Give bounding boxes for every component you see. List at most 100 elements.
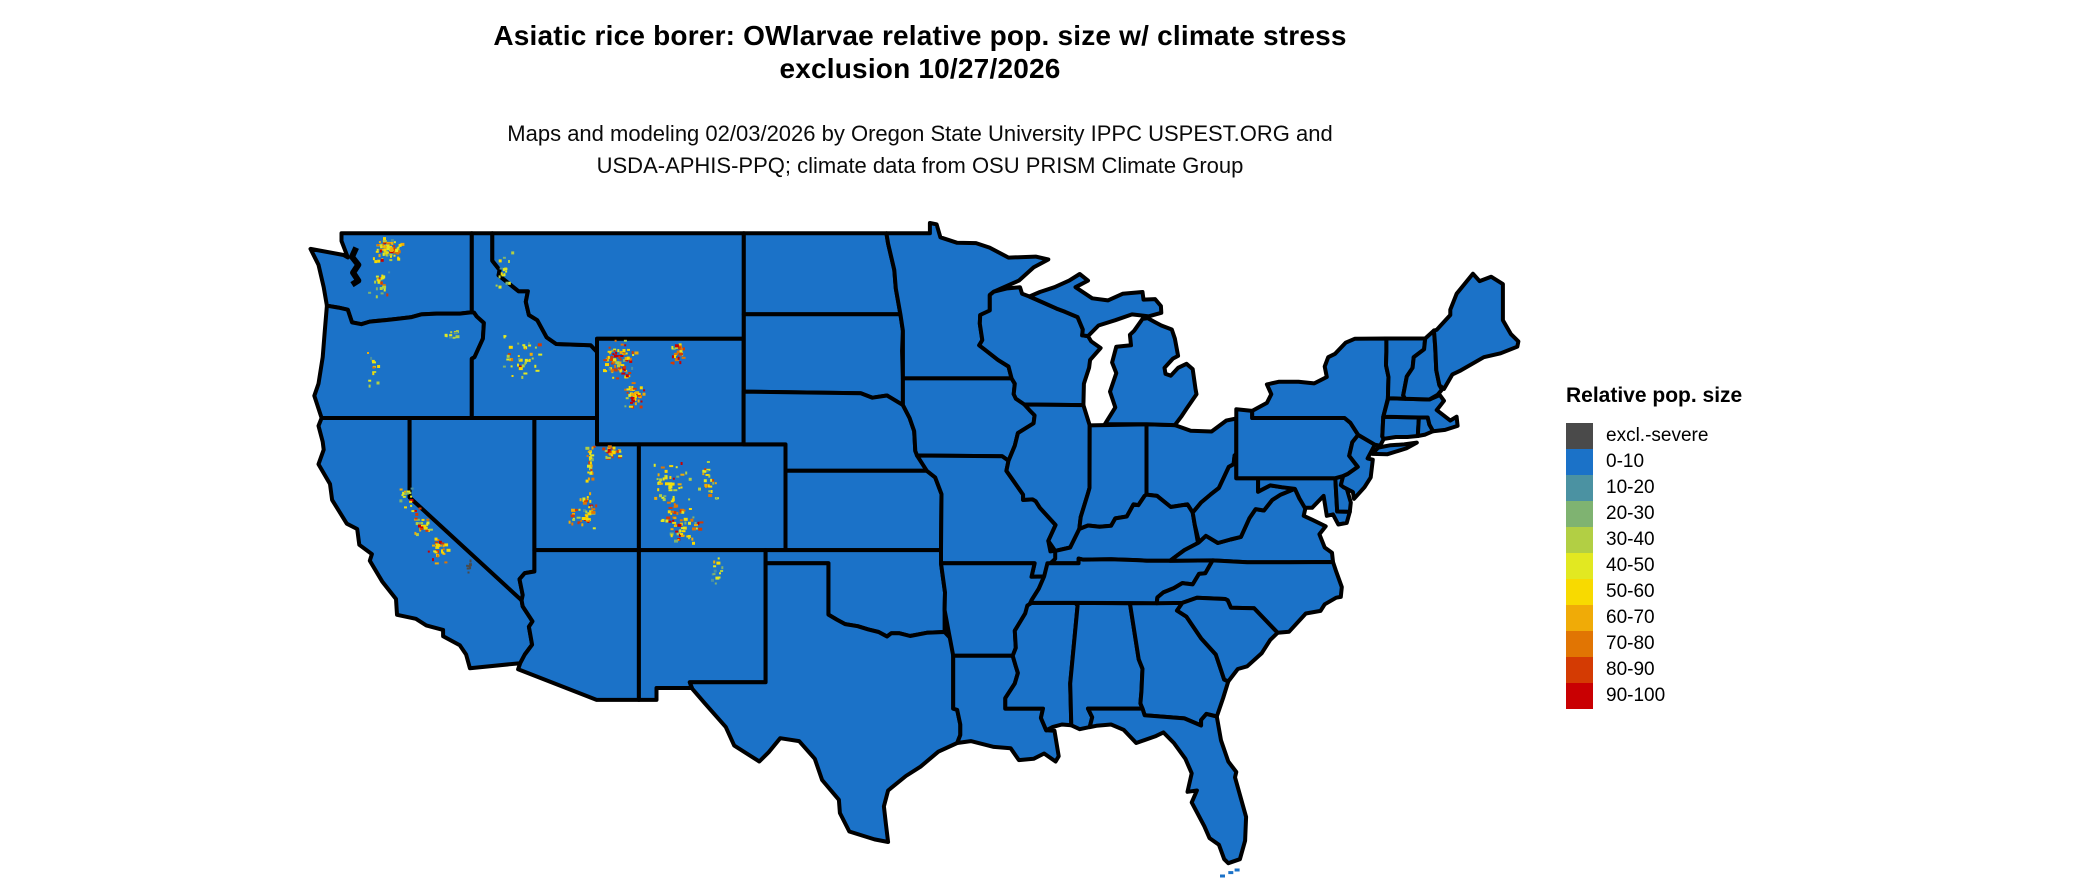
hotspot-pixel-yellowstone-absaroka-wy [624,344,627,347]
hotspot-pixel-sierra-nevada-north-ca [402,495,406,498]
hotspot-pixel-blue-mountains-or [444,333,448,337]
hotspot-pixel-west-colorado-rockies [672,495,675,499]
hotspot-pixel-sawtooth-central-id [503,335,506,339]
hotspot-pixel-bitterroot-id-mt [505,270,508,273]
hotspot-pixel-north-cascades-wa [391,242,394,245]
hotspot-pixel-san-juan-sawatch-co [699,521,704,524]
hotspot-pixel-front-range-co [702,473,705,476]
hotspot-pixel-wind-river-wy [631,382,636,385]
florida-keys-speck [1220,874,1225,878]
hotspot-pixel-wasatch-ut [589,452,592,455]
hotspot-pixel-sawtooth-central-id [525,361,527,364]
hotspot-pixel-san-juan-sawatch-co [692,541,695,545]
hotspot-pixel-north-cascades-wa [385,254,389,257]
hotspot-pixel-sierra-nevada-south-ca [442,544,445,548]
hotspot-pixel-sawtooth-central-id [525,346,528,350]
hotspot-pixel-yellowstone-absaroka-wy [629,357,632,361]
hotspot-pixel-sawtooth-central-id [524,362,526,366]
hotspot-pixel-north-cascades-wa [378,254,381,258]
hotspot-pixel-west-colorado-rockies [680,462,683,465]
hotspot-pixel-sawtooth-central-id [518,367,523,371]
hotspot-pixel-bighorn-wy [674,344,679,348]
hotspot-pixel-san-juan-sawatch-co [688,521,691,525]
hotspot-pixel-bighorn-wy [674,347,678,349]
hotspot-pixel-front-range-co [704,468,707,471]
hotspot-pixel-bighorn-wy [670,361,673,364]
hotspot-pixel-blue-mountains-or [449,334,453,337]
hotspot-pixel-san-juan-sawatch-co [670,534,673,538]
hotspot-pixel-wind-river-wy [642,392,646,396]
hotspot-pixel-wind-river-wy [636,393,641,397]
hotspot-pixel-yellowstone-absaroka-wy [623,339,627,342]
hotspot-pixel-sawtooth-central-id [528,344,532,347]
hotspot-pixel-south-cascades-wa [383,288,386,292]
legend-label: 80-90 [1606,659,1655,680]
hotspot-pixel-sierra-nevada-south-ca [432,558,434,562]
hotspot-pixel-sawtooth-central-id [508,345,513,349]
hotspot-pixel-wasatch-ut [587,477,590,481]
hotspot-pixel-sierra-nevada-north-ca [404,492,409,495]
hotspot-pixel-west-colorado-rockies [663,495,667,498]
hotspot-pixel-sawtooth-central-id [523,372,528,375]
hotspot-pixel-west-colorado-rockies [670,482,675,486]
hotspot-pixel-oregon-cascades [372,366,376,369]
hotspot-pixel-yellowstone-absaroka-wy [606,356,609,360]
hotspot-pixel-west-colorado-rockies [673,489,678,492]
hotspot-pixel-yellowstone-absaroka-wy [609,367,613,371]
hotspot-pixel-wasatch-ut [592,445,596,448]
hotspot-pixel-sierra-nevada-south-ca [438,540,442,544]
hotspot-pixel-death-valley-excl-ca [468,563,472,567]
hotspot-pixel-south-cascades-wa [381,276,385,280]
hotspot-pixel-sierra-nevada-central-ca [415,533,419,537]
hotspot-pixel-blue-mountains-or [450,331,453,334]
hotspot-pixel-south-cascades-wa [386,293,389,297]
hotspot-pixel-yellowstone-absaroka-wy [619,369,622,373]
legend-item: 10-20 [1566,475,1886,501]
hotspot-pixel-wasatch-ut [591,471,594,475]
state-tx [687,561,963,844]
hotspot-pixel-west-colorado-rockies [670,483,673,486]
hotspot-pixel-san-juan-sawatch-co [673,503,676,506]
hotspot-pixel-south-cascades-wa [380,292,384,295]
hotspot-pixel-san-juan-sawatch-co [680,533,684,535]
hotspot-pixel-bighorn-wy [680,348,684,351]
hotspot-pixel-wasatch-ut [586,455,589,457]
hotspot-pixel-sierra-nevada-central-ca [413,509,417,512]
figure-subtitle-line1: Maps and modeling 02/03/2026 by Oregon S… [507,121,1333,146]
hotspot-pixel-sierra-nevada-north-ca [402,491,405,495]
hotspot-pixel-wind-river-wy [630,393,635,397]
legend-label: 0-10 [1606,451,1645,472]
hotspot-pixel-bitterroot-id-mt [507,281,511,285]
legend-label: 40-50 [1606,555,1655,576]
hotspot-pixel-uinta-ut [611,456,614,459]
hotspot-pixel-uinta-ut [604,449,608,452]
hotspot-pixel-bitterroot-id-mt [505,281,509,285]
florida-keys-speck [1228,871,1234,875]
hotspot-pixel-central-utah-plateaus [589,499,592,503]
hotspot-pixel-north-cascades-wa [393,245,395,248]
legend-swatch [1566,527,1593,553]
state-sc [1175,595,1280,684]
hotspot-pixel-front-range-co [702,469,707,473]
hotspot-pixel-death-valley-excl-ca [466,564,469,567]
hotspot-pixel-central-utah-plateaus [578,508,581,511]
hotspot-pixel-uinta-ut [612,446,616,450]
hotspot-pixel-yellowstone-absaroka-wy [608,346,611,349]
hotspot-pixel-wasatch-ut [590,464,593,468]
hotspot-pixel-sierra-nevada-south-ca [442,548,445,551]
hotspot-pixel-south-cascades-wa [377,280,381,284]
hotspot-pixel-sangre-de-cristo-nm [717,576,721,579]
hotspot-pixel-central-utah-plateaus [570,514,575,518]
hotspot-pixel-central-utah-plateaus [574,508,578,511]
hotspot-pixel-sierra-nevada-south-ca [435,543,440,546]
hotspot-pixel-bitterroot-id-mt [500,272,503,276]
hotspot-pixel-yellowstone-absaroka-wy [603,369,606,373]
legend-item: 90-100 [1566,683,1886,709]
hotspot-pixel-central-utah-plateaus [592,527,596,530]
hotspot-pixel-yellowstone-absaroka-wy [620,364,625,367]
hotspot-pixel-south-cascades-wa [382,284,386,288]
hotspot-pixel-west-colorado-rockies [672,477,675,480]
hotspot-pixel-wind-river-wy [643,389,646,392]
hotspot-pixel-front-range-co [711,479,715,483]
